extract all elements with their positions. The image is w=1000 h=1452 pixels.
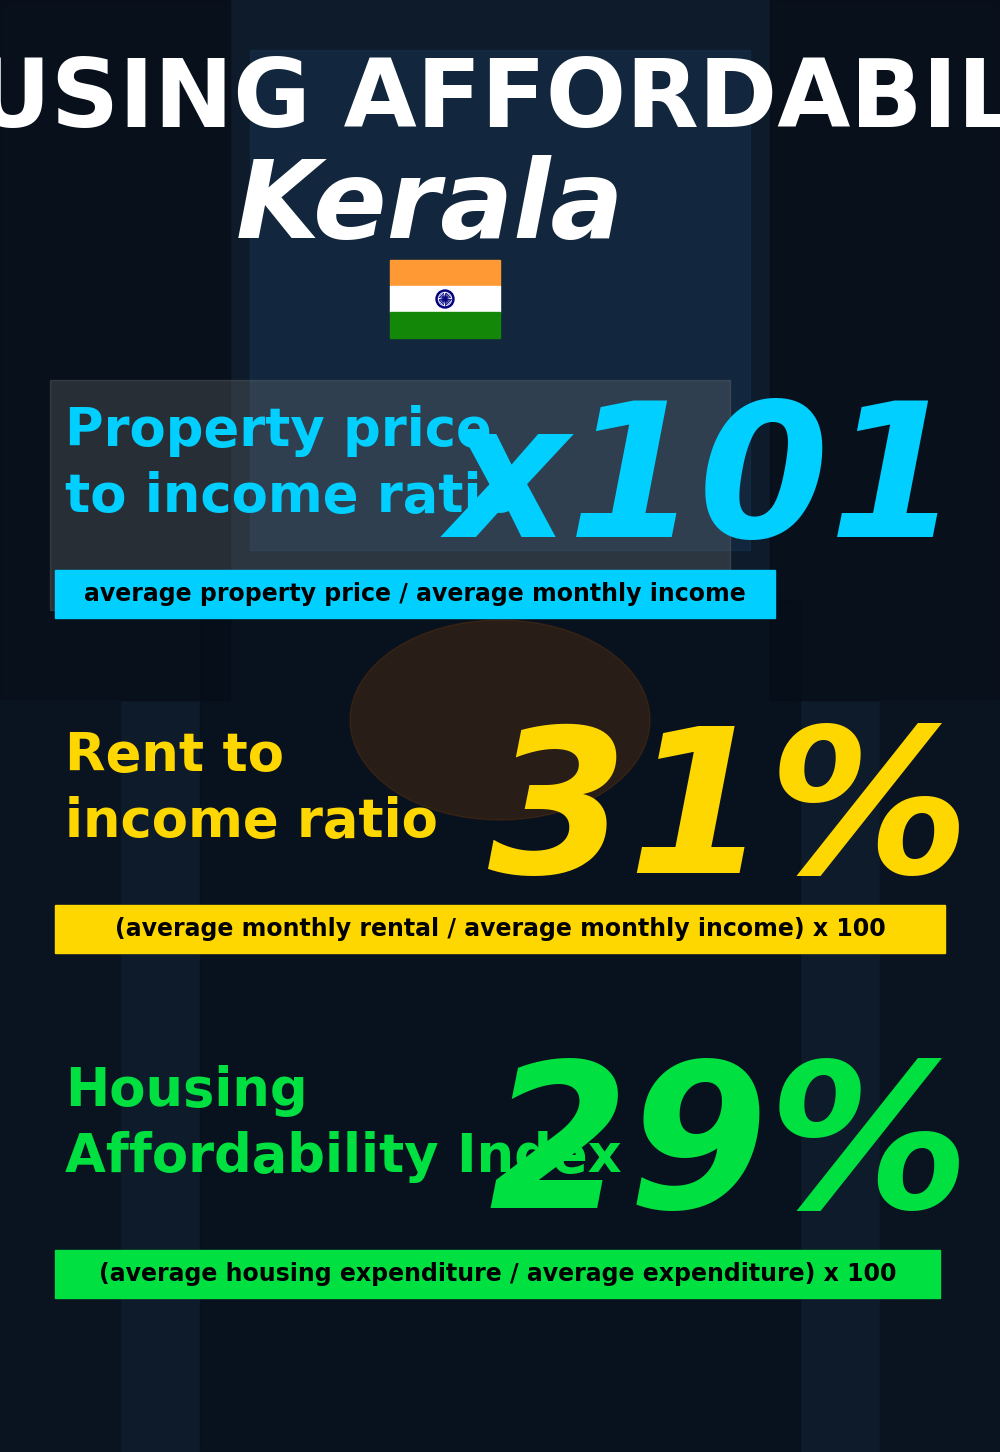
Text: (average housing expenditure / average expenditure) x 100: (average housing expenditure / average e… bbox=[99, 1262, 896, 1286]
Bar bbox=[880, 700, 1000, 1452]
Bar bbox=[770, 0, 1000, 700]
Text: 29%: 29% bbox=[488, 1056, 970, 1250]
Text: x101: x101 bbox=[448, 395, 960, 576]
Text: HOUSING AFFORDABILITY: HOUSING AFFORDABILITY bbox=[0, 55, 1000, 147]
Bar bbox=[0, 0, 230, 700]
Ellipse shape bbox=[350, 620, 650, 820]
Text: Kerala: Kerala bbox=[236, 155, 624, 261]
Bar bbox=[200, 600, 800, 1452]
Bar bbox=[0, 700, 120, 1452]
Bar bbox=[55, 905, 945, 953]
Bar bbox=[55, 571, 775, 619]
Text: 31%: 31% bbox=[488, 720, 970, 915]
Text: (average monthly rental / average monthly income) x 100: (average monthly rental / average monthl… bbox=[115, 918, 885, 941]
Text: average property price / average monthly income: average property price / average monthly… bbox=[84, 582, 746, 605]
Circle shape bbox=[436, 290, 454, 308]
Text: Housing
Affordability Index: Housing Affordability Index bbox=[65, 1064, 622, 1183]
Bar bbox=[390, 286, 500, 312]
Text: Property price
to income ratio: Property price to income ratio bbox=[65, 405, 518, 523]
Bar bbox=[250, 49, 750, 550]
Bar bbox=[55, 1250, 940, 1298]
Text: Rent to
income ratio: Rent to income ratio bbox=[65, 730, 438, 848]
Circle shape bbox=[438, 292, 452, 305]
Bar bbox=[390, 312, 500, 338]
Bar bbox=[390, 260, 500, 286]
Bar bbox=[50, 380, 730, 610]
